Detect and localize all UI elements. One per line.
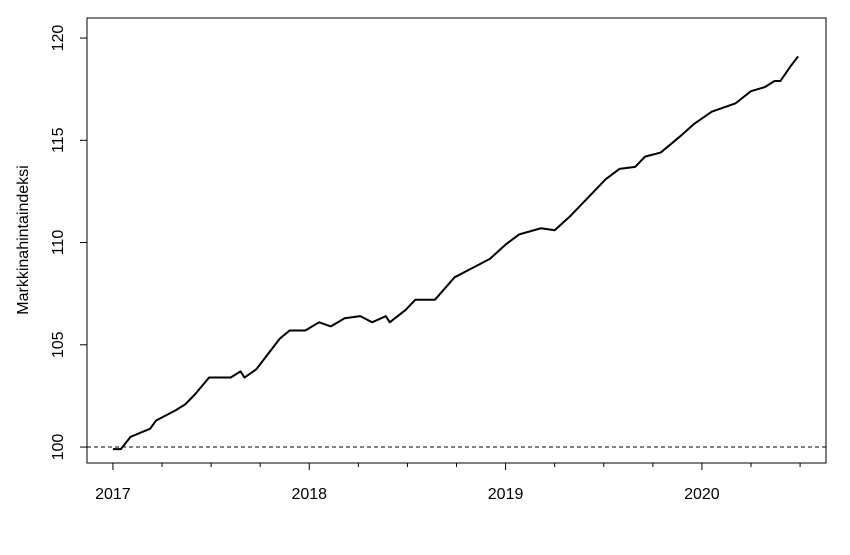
y-tick-label: 115 <box>50 127 67 153</box>
plot-frame <box>86 17 827 464</box>
y-axis-label: Markkinahintaindeksi <box>15 165 32 314</box>
x-tick-label: 2017 <box>95 486 131 503</box>
x-tick-label: 2020 <box>684 486 720 503</box>
y-tick-label: 100 <box>50 434 67 461</box>
x-tick-label: 2018 <box>291 486 327 503</box>
data-line <box>112 55 799 451</box>
x-tick-label: 2019 <box>488 486 524 503</box>
y-tick-label: 120 <box>50 25 67 52</box>
y-tick-label: 110 <box>50 230 67 256</box>
y-tick-label: 105 <box>50 331 67 358</box>
